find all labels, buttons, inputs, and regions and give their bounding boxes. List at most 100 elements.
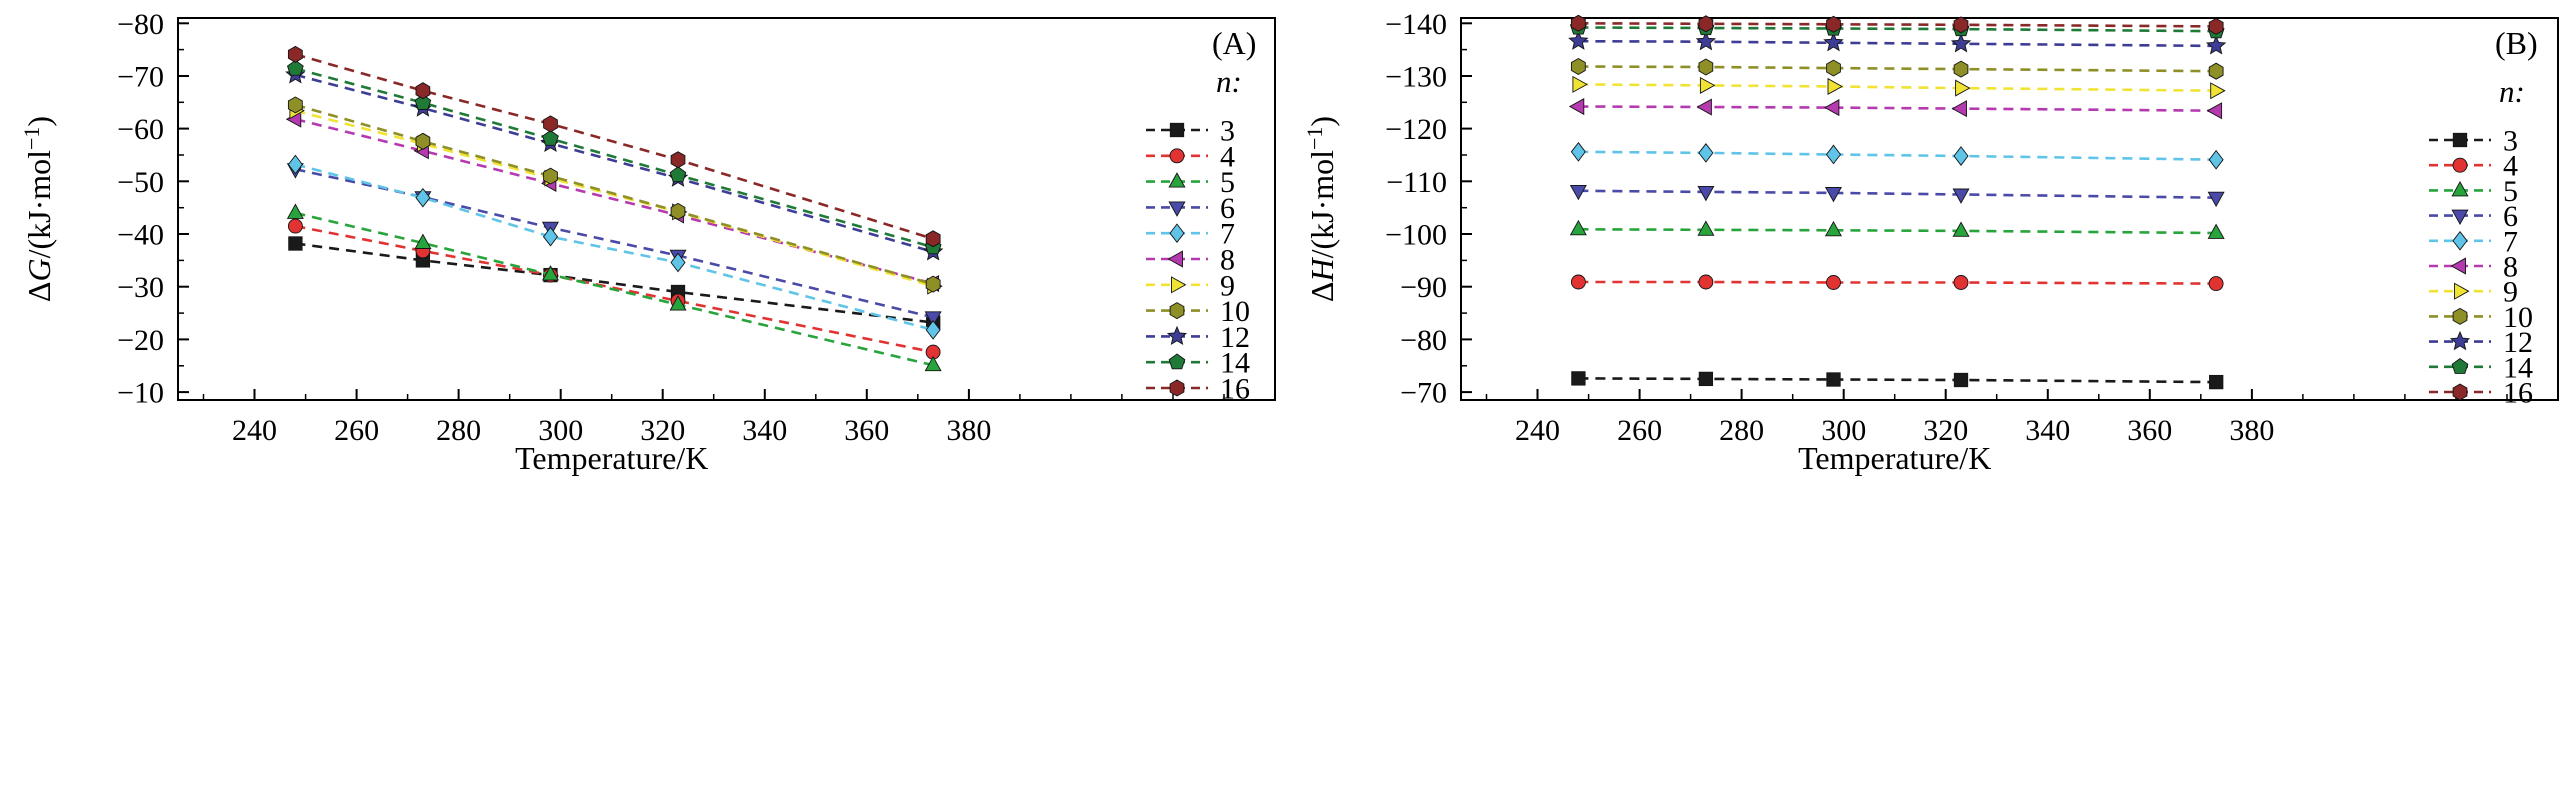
series-line-n14 (295, 67, 934, 249)
marker-circle (2452, 157, 2468, 173)
marker-hexagon (543, 115, 558, 133)
legend-label: 3 (2503, 125, 2518, 158)
marker-triangle-down (2207, 191, 2225, 208)
marker-square (288, 236, 303, 251)
legend-label: 9 (2503, 276, 2518, 309)
legend-label: 16 (2503, 377, 2533, 410)
marker-triangle-up (414, 233, 432, 249)
x-tick-label: 360 (2127, 414, 2172, 447)
legend-label: 14 (1220, 347, 1250, 380)
marker-hexagon (1698, 58, 1714, 76)
marker-triangle-up (1952, 221, 1970, 237)
marker-hexagon (925, 230, 941, 248)
legend-label: 7 (2503, 225, 2518, 258)
series-line-n7 (1578, 150, 2217, 161)
panel-label: (B) (2495, 25, 2538, 61)
legend-label: 10 (2503, 301, 2533, 334)
marker-pentagon (286, 59, 304, 76)
x-tick-label: 320 (1923, 414, 1968, 447)
marker-hexagon (2208, 62, 2224, 80)
marker-hexagon (1169, 379, 1185, 397)
marker-triangle-left (2450, 257, 2466, 275)
marker-hexagon (2208, 17, 2224, 35)
marker-hexagon (1570, 57, 1586, 76)
marker-star (1823, 32, 1844, 52)
y-tick-label: −70 (1400, 377, 1447, 410)
y-tick-label: −70 (117, 61, 164, 94)
x-tick-label: 280 (1719, 414, 1764, 447)
marker-diamond (415, 187, 431, 208)
series-line-n16 (295, 53, 934, 241)
series-line-n10 (1578, 65, 2217, 73)
panel-label: (A) (1212, 25, 1256, 61)
series-line-n12 (1578, 39, 2217, 48)
marker-triangle-right (1171, 276, 1187, 294)
x-tick-label: 260 (1617, 414, 1662, 447)
y-axis-label: ΔH/(kJ·mol−1) (1302, 116, 1340, 302)
legend-label: 9 (1220, 269, 1235, 302)
y-tick-label: −120 (1385, 113, 1447, 146)
marker-triangle-down (1697, 185, 1715, 202)
chart-b-svg: 240 260 280 300 320 340 360 380 −140 −130 −120 −110… (1302, 8, 2559, 476)
marker-diamond (925, 320, 941, 340)
marker-diamond (1698, 143, 1714, 163)
marker-hexagon (415, 132, 431, 150)
x-tick-label: 260 (334, 414, 379, 447)
marker-square (1169, 122, 1185, 138)
x-tick-label: 320 (640, 414, 685, 447)
marker-hexagon (1698, 15, 1714, 33)
legend-label: 6 (1220, 192, 1235, 225)
legend-label: 8 (1220, 244, 1235, 277)
marker-hexagon (925, 275, 941, 293)
marker-triangle-up (1697, 220, 1715, 236)
marker-hexagon (1826, 15, 1841, 33)
legend-label: 5 (2503, 175, 2518, 208)
x-tick-label: 340 (742, 414, 787, 447)
marker-star (1166, 325, 1188, 346)
y-tick-label: −40 (117, 219, 164, 252)
marker-star (2449, 330, 2471, 351)
y-tick-label: −80 (1400, 324, 1447, 357)
x-tick-label: 380 (946, 414, 991, 447)
marker-triangle-left (1951, 100, 1967, 118)
x-tick-label: 300 (538, 414, 583, 447)
legend-label: 6 (2503, 200, 2518, 233)
marker-hexagon (1570, 14, 1586, 32)
marker-pentagon (2451, 358, 2469, 374)
marker-square (1698, 371, 1714, 387)
series-line-n4 (1578, 280, 2217, 285)
marker-pentagon (669, 166, 687, 183)
marker-hexagon (1169, 302, 1185, 320)
marker-diamond (2452, 230, 2468, 251)
marker-triangle-down (924, 311, 942, 327)
series-line-n12 (295, 73, 934, 254)
marker-hexagon (1953, 60, 1969, 78)
x-tick-label: 340 (2025, 414, 2070, 447)
marker-hexagon (287, 45, 303, 63)
y-tick-label: −80 (117, 8, 164, 41)
marker-circle (1953, 275, 1969, 290)
plot-box (177, 17, 1276, 401)
y-tick-label: −130 (1385, 61, 1447, 94)
marker-triangle-up (2451, 180, 2469, 197)
x-axis-label: Temperature/K (1798, 440, 1991, 476)
marker-star (1568, 30, 1589, 50)
x-axis-label: Temperature/K (515, 440, 708, 476)
marker-hexagon (670, 202, 686, 220)
legend-label: 12 (2503, 326, 2533, 359)
y-tick-label: −20 (117, 324, 164, 357)
legend-label: 16 (1220, 373, 1250, 406)
x-tick-label: 240 (232, 414, 277, 447)
marker-circle (287, 218, 303, 234)
series-line-n6 (1578, 189, 2217, 199)
legend-title: n: (2499, 74, 2525, 109)
series-line-n5 (295, 211, 934, 367)
legend-label: 12 (1220, 321, 1250, 354)
marker-diamond (2208, 149, 2224, 170)
series-line-n3 (1578, 377, 2217, 384)
legend-label: 3 (1220, 115, 1235, 148)
marker-triangle-left (1696, 98, 1712, 116)
